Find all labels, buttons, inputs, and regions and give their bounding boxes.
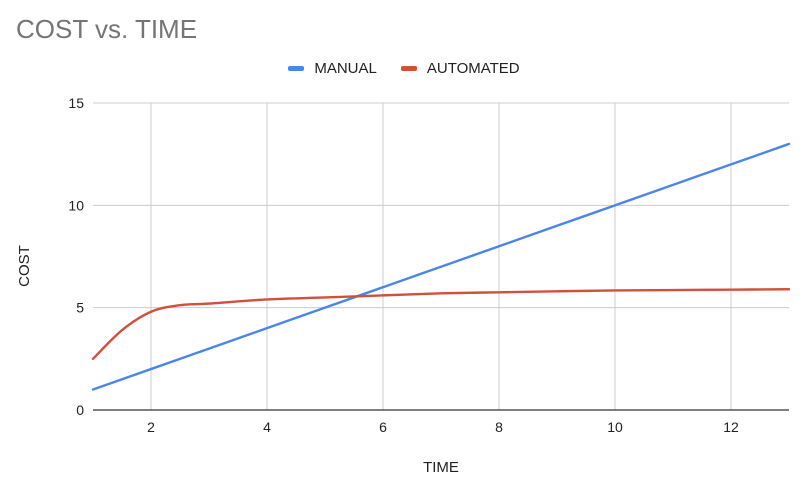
chart-title: COST vs. TIME (16, 14, 198, 44)
legend-label-automated: AUTOMATED (426, 60, 520, 77)
x-tick-label: 4 (263, 419, 271, 435)
y-tick-label: 10 (68, 197, 84, 213)
x-tick-label: 12 (723, 419, 739, 435)
series-line-manual (91, 142, 791, 391)
series-lines (91, 142, 791, 391)
y-tick-label: 15 (68, 95, 84, 111)
grid (93, 102, 789, 411)
y-tick-label: 0 (76, 402, 84, 418)
x-tick-label: 10 (607, 419, 623, 435)
legend-label-manual: MANUAL (314, 60, 377, 77)
legend-swatch-automated (400, 66, 417, 71)
tick-labels: 2 4 6 8 10 12 0 5 10 15 (68, 95, 739, 435)
series-line-automated (91, 288, 791, 361)
y-tick-label: 5 (76, 300, 84, 316)
x-tick-label: 8 (495, 419, 503, 435)
x-tick-label: 6 (379, 419, 387, 435)
legend: MANUAL AUTOMATED (0, 60, 808, 77)
legend-item-automated: AUTOMATED (400, 60, 520, 77)
legend-swatch-manual (288, 66, 305, 71)
x-tick-label: 2 (147, 419, 155, 435)
legend-item-manual: MANUAL (288, 60, 377, 77)
x-axis-title: TIME (423, 459, 459, 476)
y-axis-title: COST (16, 245, 33, 287)
